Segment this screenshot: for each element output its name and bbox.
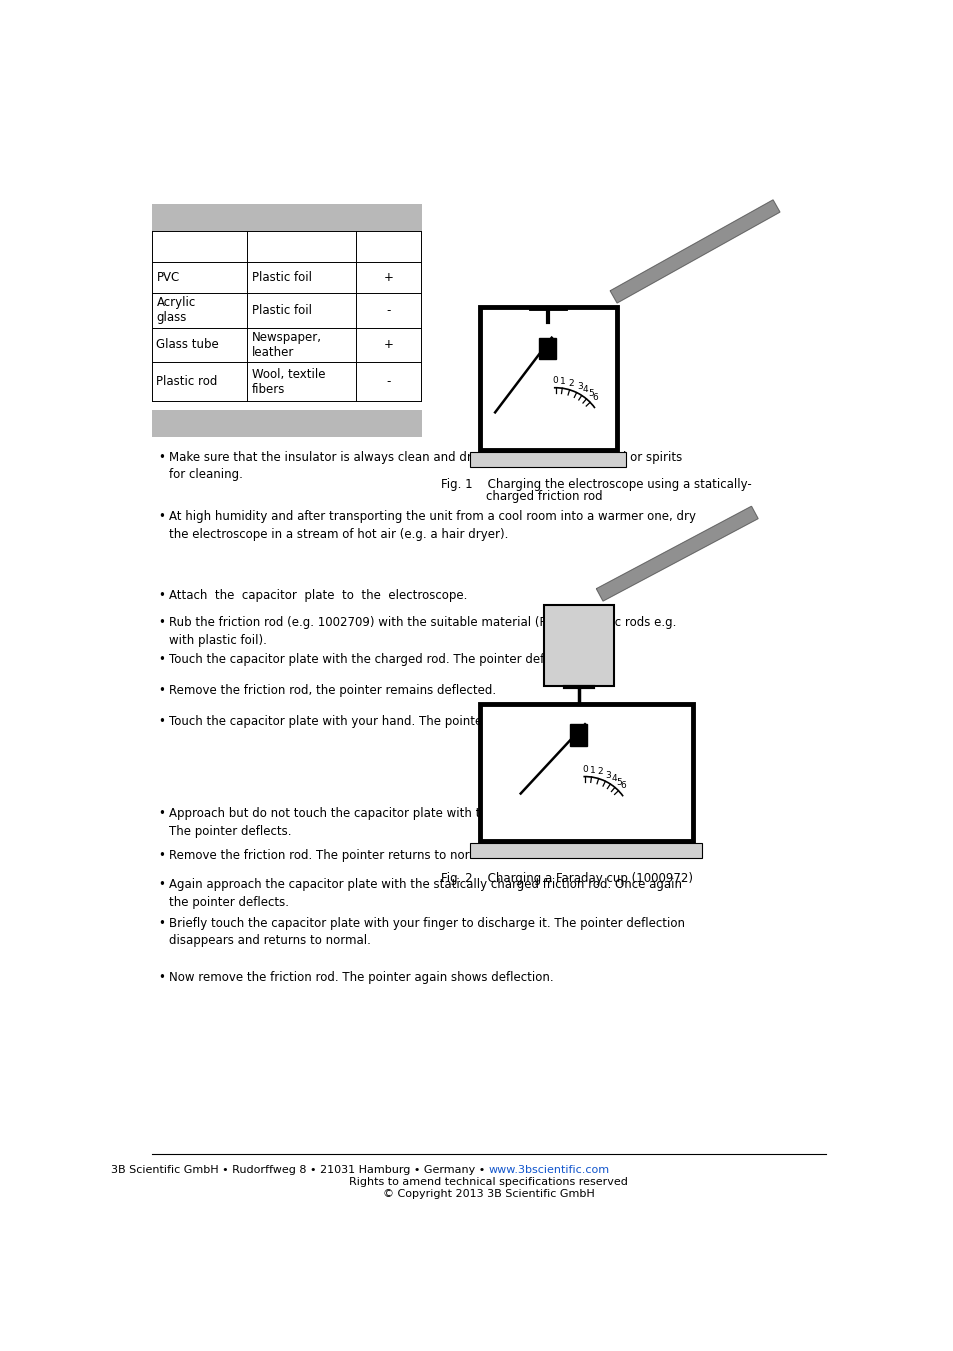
Bar: [479, 307, 617, 450]
Text: +: +: [383, 339, 393, 351]
Text: +: +: [383, 272, 393, 284]
Text: Wool, textile
fibers: Wool, textile fibers: [252, 367, 325, 396]
Text: 5: 5: [616, 778, 621, 786]
Text: charged friction rod: charged friction rod: [440, 490, 602, 503]
Text: Fig. 1    Charging the electroscope using a statically-: Fig. 1 Charging the electroscope using a…: [440, 478, 751, 490]
Text: 3: 3: [577, 382, 582, 390]
Bar: [470, 451, 625, 467]
Text: •: •: [158, 511, 165, 523]
Text: •: •: [158, 848, 165, 862]
Text: •: •: [158, 970, 165, 984]
Text: Newspaper,
leather: Newspaper, leather: [252, 331, 321, 359]
Bar: [543, 605, 613, 686]
Text: Approach but do not touch the capacitor plate with the statically charged fricti: Approach but do not touch the capacitor …: [169, 808, 676, 838]
Text: 3B Scientific GmbH • Rudorffweg 8 • 21031 Hamburg • Germany •: 3B Scientific GmbH • Rudorffweg 8 • 2103…: [112, 1165, 488, 1174]
Text: •: •: [158, 715, 165, 728]
Text: Plastic rod: Plastic rod: [156, 376, 217, 388]
Text: © Copyright 2013 3B Scientific GmbH: © Copyright 2013 3B Scientific GmbH: [383, 1189, 594, 1200]
Text: Remove the friction rod, the pointer remains deflected.: Remove the friction rod, the pointer rem…: [169, 684, 496, 697]
Text: Now remove the friction rod. The pointer again shows deflection.: Now remove the friction rod. The pointer…: [169, 970, 553, 984]
Text: 3: 3: [605, 770, 611, 780]
Text: 6: 6: [592, 393, 598, 403]
Text: 2: 2: [598, 767, 603, 777]
Text: Briefly touch the capacitor plate with your finger to discharge it. The pointer : Briefly touch the capacitor plate with y…: [169, 917, 684, 947]
Text: Again approach the capacitor plate with the statically charged friction rod. Onc: Again approach the capacitor plate with …: [169, 878, 681, 909]
Polygon shape: [610, 200, 779, 303]
Text: At high humidity and after transporting the unit from a cool room into a warmer : At high humidity and after transporting …: [169, 511, 695, 540]
Text: Fig. 2    Charging a Faraday cup (1000972): Fig. 2 Charging a Faraday cup (1000972): [440, 871, 692, 885]
Text: •: •: [158, 654, 165, 666]
Text: Rights to amend technical specifications reserved: Rights to amend technical specifications…: [349, 1177, 628, 1188]
Text: Plastic foil: Plastic foil: [252, 304, 312, 317]
Text: 2: 2: [568, 378, 574, 388]
Text: 5: 5: [587, 389, 593, 399]
Text: Acrylic
glass: Acrylic glass: [156, 296, 195, 324]
Text: Touch the capacitor plate with the charged rod. The pointer deflects.: Touch the capacitor plate with the charg…: [169, 654, 575, 666]
Text: Rub the friction rod (e.g. 1002709) with the suitable material (PVC or acrylic r: Rub the friction rod (e.g. 1002709) with…: [169, 616, 676, 647]
Text: 1: 1: [589, 766, 595, 774]
Text: •: •: [158, 684, 165, 697]
Text: PVC: PVC: [156, 272, 179, 284]
Bar: [152, 204, 421, 231]
Text: 1: 1: [559, 377, 565, 386]
Text: 6: 6: [620, 781, 626, 790]
Text: Attach  the  capacitor  plate  to  the  electroscope.: Attach the capacitor plate to the electr…: [169, 589, 467, 603]
Text: Remove the friction rod. The pointer returns to normal.: Remove the friction rod. The pointer ret…: [169, 848, 495, 862]
Text: -: -: [386, 376, 391, 388]
Text: •: •: [158, 451, 165, 463]
Text: www.3bscientific.com: www.3bscientific.com: [488, 1165, 609, 1174]
Bar: [479, 704, 692, 842]
Text: -: -: [386, 304, 391, 317]
Text: •: •: [158, 917, 165, 929]
Text: Glass tube: Glass tube: [156, 339, 219, 351]
Polygon shape: [596, 507, 758, 601]
Bar: [570, 724, 587, 746]
Bar: [152, 411, 421, 436]
Text: •: •: [158, 616, 165, 630]
Bar: [538, 338, 556, 359]
Text: Make sure that the insulator is always clean and dry. If necessary use alcohol o: Make sure that the insulator is always c…: [169, 451, 681, 481]
Bar: [470, 843, 701, 858]
Text: 0: 0: [581, 765, 587, 774]
Text: •: •: [158, 589, 165, 603]
Text: Plastic foil: Plastic foil: [252, 272, 312, 284]
Text: 4: 4: [582, 385, 588, 394]
Text: Touch the capacitor plate with your hand. The pointer returns to normal.: Touch the capacitor plate with your hand…: [169, 715, 598, 728]
Text: •: •: [158, 878, 165, 892]
Text: •: •: [158, 808, 165, 820]
Text: 0: 0: [552, 377, 558, 385]
Text: 4: 4: [611, 774, 617, 782]
